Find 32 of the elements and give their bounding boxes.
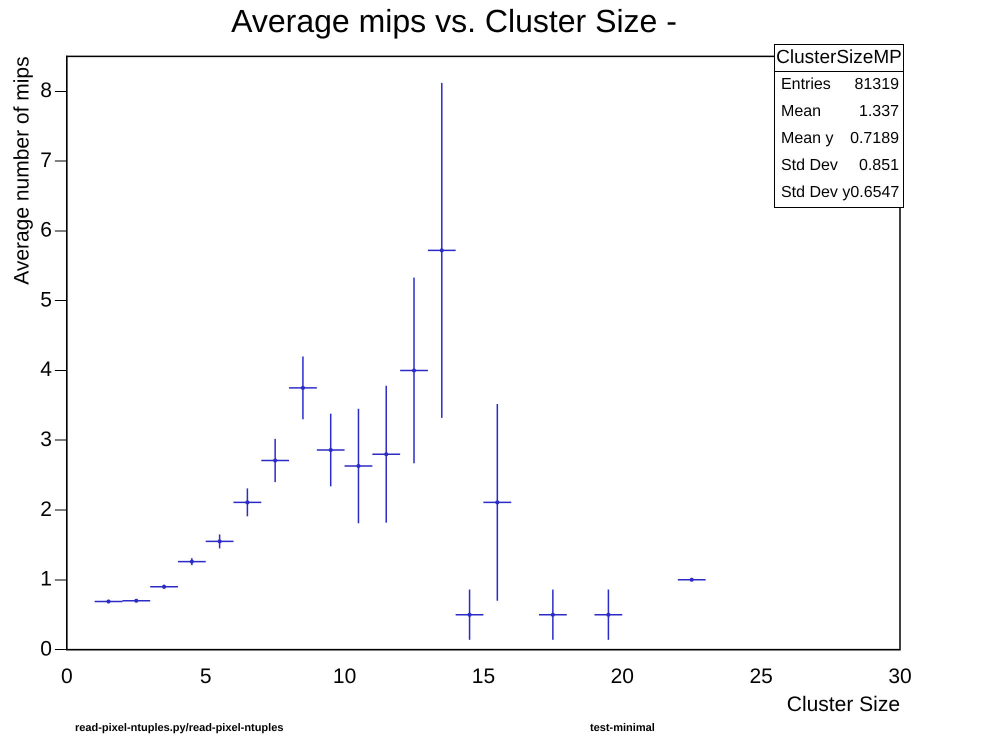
- y-tick-label: 4: [40, 358, 52, 382]
- annotation: 81319: [854, 76, 899, 94]
- y-tick-label: 2: [40, 498, 52, 521]
- y-tick-label: 7: [40, 148, 52, 172]
- annotation: Std Dev: [781, 157, 838, 175]
- y-axis-title: Average number of mips: [10, 56, 34, 285]
- annotation: Mean: [781, 103, 822, 121]
- y-tick-label: 3: [40, 428, 52, 452]
- annotation: Std Dev y: [781, 184, 850, 202]
- annotation: 1.337: [858, 103, 899, 121]
- annotation: Entries: [781, 76, 831, 94]
- annotation: 0.7189: [850, 130, 899, 148]
- annotation: Mean y: [781, 130, 834, 148]
- annotation: ClusterSizeMP: [775, 45, 903, 72]
- y-tick-label: 6: [40, 218, 52, 242]
- annotation: 0.851: [858, 157, 899, 175]
- chart-title: Average mips vs. Cluster Size -: [231, 3, 677, 40]
- x-tick-label: 15: [472, 664, 496, 688]
- x-tick-label: 25: [749, 664, 773, 688]
- x-tick-label: 30: [888, 664, 912, 688]
- y-tick-label: 1: [40, 568, 52, 591]
- y-tick-label: 5: [40, 288, 52, 312]
- x-tick-label: 10: [332, 664, 356, 688]
- text: test-minimal: [590, 722, 655, 734]
- y-tick-label: 0: [40, 637, 52, 660]
- x-axis-title: Cluster Size: [786, 693, 900, 716]
- x-tick-label: 0: [61, 664, 73, 688]
- x-tick-label: 5: [200, 664, 212, 688]
- annotation: 0.6547: [850, 184, 900, 202]
- y-tick-label: 8: [40, 79, 52, 102]
- x-tick-label: 20: [610, 664, 634, 688]
- text: read-pixel-ntuples.py/read-pixel-ntuples: [75, 722, 284, 734]
